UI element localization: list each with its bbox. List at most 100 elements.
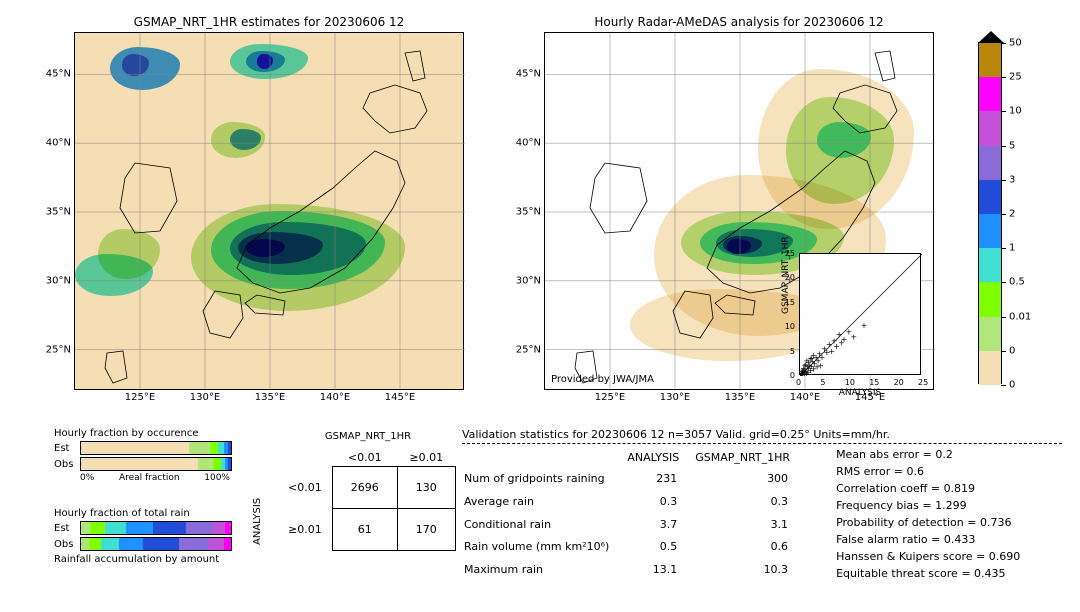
bar-seg: [228, 442, 231, 454]
bar-block: Hourly fraction by occurenceEstObs0%Area…: [54, 428, 232, 483]
colorbar-segment: [979, 248, 1001, 282]
provided-label: Provided by JWA/JMA: [551, 374, 654, 385]
map-title: GSMAP_NRT_1HR estimates for 20230606 12: [134, 15, 405, 29]
bar-seg: [210, 442, 218, 454]
bar-seg: [198, 458, 213, 470]
lat-tick: 40°N: [516, 138, 545, 149]
stats-scores: Mean abs error = 0.2RMS error = 0.6Corre…: [836, 446, 1020, 582]
scatter-ytick: 5: [790, 347, 795, 356]
stats-score-val: 0.736: [980, 516, 1012, 529]
stats-columns: ANALYSISGSMAP_NRT_1HR Num of gridpoints r…: [462, 446, 1062, 582]
bar-foot-left: 0%: [80, 473, 94, 483]
svg-text:+: +: [850, 332, 857, 341]
stats-row-label: Conditional rain: [464, 514, 625, 535]
lon-tick: 125°E: [595, 389, 625, 403]
scatter-xtick: 5: [820, 378, 825, 387]
colorbar-segment: [979, 146, 1001, 180]
colorbar-segment: [979, 351, 1001, 385]
stats-col-header: ANALYSIS: [627, 448, 693, 467]
stats-val-analysis: 0.3: [627, 491, 693, 512]
bar-seg: [213, 458, 221, 470]
colorbar-segment: [979, 43, 1001, 77]
ct-cell: 130: [397, 467, 455, 509]
colorbar-tick: 0: [1001, 345, 1015, 356]
colorbar: 50251053210.50.0100: [978, 42, 1002, 384]
stats-val-analysis: 0.5: [627, 537, 693, 558]
lat-tick: 45°N: [46, 69, 75, 80]
stats-col-header: GSMAP_NRT_1HR: [695, 448, 804, 467]
stats-score-val: 0.6: [907, 465, 925, 478]
bar-foot: 0%Areal fraction100%: [54, 473, 230, 483]
map-title: Hourly Radar-AMeDAS analysis for 2023060…: [594, 15, 883, 29]
bar-seg: [101, 538, 119, 550]
ct-cell: 2696: [332, 467, 397, 509]
bar-seg: [89, 538, 101, 550]
ct-grid: <0.01≥0.01<0.012696130≥0.0161170: [278, 449, 456, 551]
scatter-xtick: 20: [894, 378, 904, 387]
lon-tick: 130°E: [190, 389, 220, 403]
lon-tick: 135°E: [725, 389, 755, 403]
stats-val-gsmap: 0.3: [695, 491, 804, 512]
ct-cell: 170: [397, 509, 455, 551]
validation-stats: Validation statistics for 20230606 12 n=…: [462, 428, 1062, 582]
stats-score-label: RMS error =: [836, 465, 906, 478]
bar-seg: [228, 458, 231, 470]
bar-title: Hourly fraction of total rain: [54, 508, 232, 519]
stats-score-val: 0.819: [944, 482, 976, 495]
colorbar-tick: 50: [1001, 38, 1022, 49]
lat-tick: 40°N: [46, 138, 75, 149]
bar-track: [80, 441, 232, 455]
scatter-xtick: 15: [869, 378, 879, 387]
scatter-xlabel: ANALYSIS: [839, 388, 881, 398]
scatter-ytick: 10: [785, 322, 795, 331]
stats-score-row: Probability of detection = 0.736: [836, 514, 1020, 531]
stats-score-val: 0.2: [935, 448, 953, 461]
ct-col-header: <0.01: [332, 449, 397, 467]
stats-score-label: Probability of detection =: [836, 516, 980, 529]
bar-seg: [153, 522, 186, 534]
stats-row-label: Num of gridpoints raining: [464, 469, 625, 490]
ct-row-header: ≥0.01: [278, 509, 332, 551]
lat-tick: 25°N: [516, 344, 545, 355]
stats-row-label: Average rain: [464, 491, 625, 512]
colorbar-segment: [979, 77, 1001, 111]
colorbar-tick: 0.5: [1001, 277, 1025, 288]
colorbar-arrow-top: [978, 31, 1004, 43]
lon-tick: 145°E: [385, 389, 415, 403]
svg-text:+: +: [861, 321, 868, 330]
stats-score-row: False alarm ratio = 0.433: [836, 531, 1020, 548]
bar-seg: [213, 522, 225, 534]
bar-row-label: Est: [54, 523, 80, 534]
svg-text:+: +: [808, 354, 815, 363]
stats-val-gsmap: 10.3: [695, 559, 804, 580]
lon-tick: 125°E: [125, 389, 155, 403]
bar-track: [80, 521, 232, 535]
svg-text:+: +: [800, 370, 805, 376]
stats-col-header: [464, 448, 625, 467]
stats-val-gsmap: 3.1: [695, 514, 804, 535]
bar-footer: Rainfall accumulation by amount: [54, 554, 232, 565]
stats-val-analysis: 13.1: [627, 559, 693, 580]
map-left: GSMAP_NRT_1HR estimates for 20230606 122…: [74, 32, 464, 390]
stats-row-label: Rain volume (mm km²10⁶): [464, 537, 625, 558]
bar-foot-mid: Areal fraction: [119, 473, 180, 483]
bar-row-label: Obs: [54, 459, 80, 470]
stats-score-label: Mean abs error =: [836, 448, 935, 461]
lat-tick: 25°N: [46, 344, 75, 355]
bar-seg: [143, 538, 179, 550]
lat-tick: 35°N: [46, 207, 75, 218]
bar-row-label: Obs: [54, 539, 80, 550]
stats-score-val: 0.435: [974, 567, 1006, 580]
colorbar-tick: 5: [1001, 140, 1015, 151]
bar-seg: [179, 538, 209, 550]
bar-row: Est: [54, 521, 232, 535]
bar-seg: [90, 522, 105, 534]
ct-row-header: <0.01: [278, 467, 332, 509]
dash-rule: [462, 443, 1062, 444]
scatter-ytick: 0: [790, 371, 795, 380]
bar-seg: [189, 442, 210, 454]
ct-col-header: ≥0.01: [397, 449, 455, 467]
stats-val-analysis: 231: [627, 469, 693, 490]
bar-seg: [105, 522, 126, 534]
stats-row-label: Maximum rain: [464, 559, 625, 580]
